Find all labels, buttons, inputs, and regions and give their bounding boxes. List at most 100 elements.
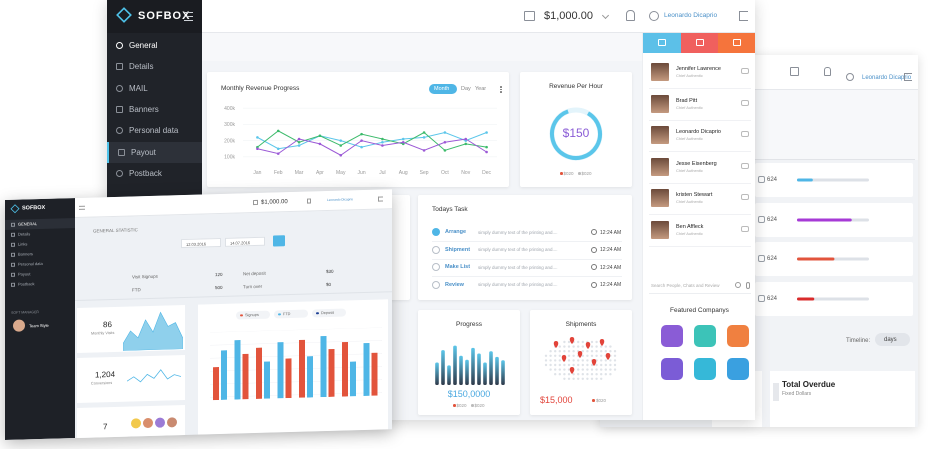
company-logo[interactable] [727, 325, 749, 347]
chat-icon[interactable] [741, 194, 749, 200]
menu-item[interactable]: Personal data [107, 120, 202, 141]
person-name: Ben Affleck [676, 223, 704, 230]
map-dot [572, 359, 575, 362]
company-logo[interactable] [661, 325, 683, 347]
map-dot [567, 340, 571, 344]
line-point [485, 150, 488, 154]
tasks-card: Todays Task Arrange simply dummy text of t… [418, 195, 632, 300]
chat-icon[interactable] [741, 131, 749, 137]
wallet-icon [790, 67, 799, 76]
progress-bar [453, 345, 457, 385]
map-dot [600, 350, 603, 353]
more-dot[interactable] [500, 86, 502, 88]
company-logo[interactable] [694, 358, 716, 380]
logout-icon[interactable] [904, 73, 912, 81]
date-input[interactable]: 14.07.2016 [225, 236, 265, 247]
map-dot [609, 368, 612, 371]
chat-icon[interactable] [741, 99, 749, 106]
legend-dot [240, 314, 243, 317]
grid-line [210, 327, 382, 333]
legend-label: $020 [596, 397, 607, 403]
menu-item[interactable]: MAIL [107, 78, 202, 99]
map-dot [581, 354, 584, 357]
menu-label[interactable]: Payout [18, 271, 31, 277]
map-dot [613, 354, 617, 357]
period-select[interactable]: days [875, 333, 910, 346]
company-logo[interactable] [727, 358, 749, 380]
map-dot [558, 368, 561, 371]
map-dot [600, 359, 603, 362]
bell-icon[interactable] [307, 198, 311, 204]
apply-button[interactable] [273, 235, 285, 247]
menu-toggle[interactable] [79, 205, 85, 210]
line-point [464, 142, 468, 146]
y-tick-label: 300k [224, 122, 235, 128]
y-tick-label: 100k [224, 155, 235, 161]
menu-toggle-line[interactable] [184, 16, 193, 18]
logout-icon[interactable] [739, 11, 748, 21]
menu-toggle-line[interactable] [184, 20, 193, 22]
task-check[interactable] [432, 280, 440, 289]
date-input[interactable]: 12.03.2016 [181, 237, 221, 249]
stat-label: Turn over [243, 283, 263, 290]
menu-item[interactable]: Postback [107, 163, 202, 184]
chat-icon[interactable] [741, 225, 749, 232]
line-point [276, 129, 280, 133]
menu-icon [118, 148, 125, 156]
company-logo[interactable] [694, 325, 716, 347]
task-check[interactable] [432, 228, 440, 236]
line-point [381, 144, 384, 147]
menu-label[interactable]: GENERAL [18, 221, 38, 227]
menu-label[interactable]: Links [18, 241, 28, 247]
tab-label[interactable]: Day [461, 85, 471, 92]
line-point [339, 144, 343, 147]
menu-item[interactable]: General [107, 35, 202, 56]
line-point [339, 139, 343, 142]
tab-label[interactable]: Year [475, 85, 487, 92]
legend-label: Deposit [321, 310, 334, 315]
bell-icon[interactable] [626, 10, 635, 21]
menu-item[interactable]: Payout [107, 141, 202, 163]
menu-item[interactable]: Banners [107, 99, 202, 120]
line-point [443, 131, 447, 134]
task-check[interactable] [432, 245, 440, 254]
map-pin [585, 342, 591, 349]
date-value: 14.07.2016 [230, 239, 251, 246]
bar [350, 361, 356, 397]
line-point [276, 152, 280, 155]
attach-icon[interactable] [746, 282, 750, 289]
menu-label[interactable]: Details [18, 231, 31, 237]
more-dot[interactable] [500, 88, 502, 91]
map-dot [572, 373, 575, 376]
menu-label: Postback [129, 168, 162, 178]
menu-item[interactable]: Details [107, 56, 202, 77]
chat-icon[interactable] [741, 162, 749, 169]
panel-tab[interactable] [718, 33, 755, 53]
tab-active[interactable]: Month [429, 84, 457, 94]
map-dot [572, 345, 575, 348]
map-dot [595, 350, 598, 353]
map-dot [563, 350, 566, 353]
menu-label[interactable]: Personal data [18, 260, 43, 267]
search-icon[interactable] [735, 282, 741, 288]
map-pin [569, 367, 575, 374]
person-divider [649, 88, 751, 89]
progress-card: Progress $150,0000 $020 $020 [418, 310, 520, 415]
company-logo[interactable] [661, 358, 683, 380]
progress-bar [495, 356, 499, 385]
revenue-card: Monthly Revenue Progress Month Day Year 400k… [207, 72, 509, 187]
more-dot[interactable] [500, 91, 502, 93]
tab-label[interactable]: Month [434, 85, 450, 92]
menu-label[interactable]: Postback [18, 281, 35, 287]
logout-icon[interactable] [378, 196, 383, 202]
stat-value: $30 [326, 268, 334, 275]
panel-tab[interactable] [643, 33, 681, 53]
chat-icon[interactable] [741, 68, 749, 74]
balance-dropdown[interactable] [601, 11, 610, 20]
menu-label: Details [129, 62, 154, 72]
map-dot [567, 350, 571, 353]
panel-tab[interactable] [680, 33, 719, 53]
menu-label[interactable]: Banners [18, 251, 33, 257]
menu-toggle-line[interactable] [184, 12, 193, 14]
task-check[interactable] [432, 263, 440, 271]
